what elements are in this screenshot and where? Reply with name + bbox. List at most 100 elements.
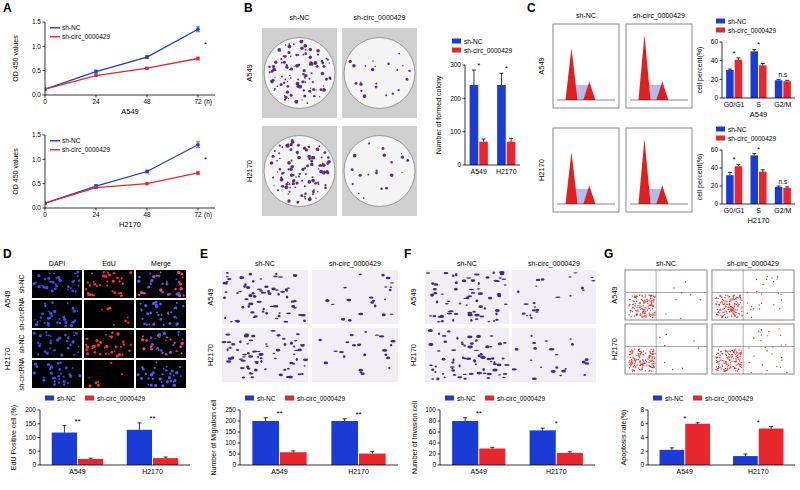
event (638, 359, 639, 360)
event (640, 363, 641, 364)
nucleus (87, 292, 90, 295)
colony (304, 192, 306, 194)
event (650, 353, 651, 354)
event (736, 356, 737, 357)
event (768, 331, 769, 332)
colony (278, 152, 280, 154)
event (728, 365, 729, 366)
event (650, 295, 651, 296)
nucleus (34, 363, 37, 366)
nucleus (54, 380, 56, 382)
colony (304, 74, 307, 77)
cell (280, 291, 285, 293)
error-bar (777, 186, 781, 188)
colony (303, 44, 307, 48)
nucleus (156, 275, 158, 277)
event (721, 353, 722, 354)
event (735, 358, 736, 359)
event (654, 296, 655, 297)
cell (331, 304, 335, 305)
nucleus (35, 323, 38, 326)
event (767, 370, 768, 371)
cell (283, 369, 286, 371)
colony (323, 151, 326, 154)
cell (451, 369, 455, 371)
cell (532, 342, 536, 344)
event (628, 314, 629, 315)
event (725, 361, 726, 362)
event (719, 310, 720, 311)
nucleus (51, 373, 53, 375)
cell (248, 294, 252, 297)
event (640, 315, 641, 316)
event (734, 303, 735, 304)
nucleus (88, 384, 91, 387)
colony (290, 174, 293, 177)
cell (479, 316, 484, 318)
event (718, 369, 719, 370)
cell (477, 288, 481, 289)
colony (286, 64, 288, 66)
cell (549, 348, 555, 351)
cell (447, 330, 450, 332)
event (644, 300, 645, 301)
image (222, 328, 308, 382)
event (722, 299, 723, 300)
event (753, 308, 754, 309)
colony (321, 157, 323, 159)
legend-label: sh-NC (57, 395, 76, 402)
colony (300, 46, 304, 50)
column-header: sh-NC (656, 260, 676, 267)
event (732, 356, 733, 357)
nucleus (78, 374, 81, 377)
colony (359, 83, 362, 86)
event (644, 312, 645, 313)
event (718, 368, 719, 369)
colony (299, 40, 303, 44)
event (654, 358, 655, 359)
event (725, 306, 726, 307)
event (653, 305, 654, 306)
x-tick-label: 48 (143, 211, 151, 218)
cell (238, 291, 242, 292)
event (629, 360, 630, 361)
nucleus (114, 351, 116, 353)
colony (287, 81, 288, 82)
cell (504, 304, 508, 305)
event (645, 362, 646, 363)
event (636, 313, 637, 314)
event (778, 328, 779, 329)
cell (275, 273, 277, 275)
nucleus (177, 271, 180, 274)
cell (457, 376, 462, 378)
panel-label: F (404, 247, 411, 261)
bar (735, 166, 743, 204)
colony (290, 55, 292, 57)
x-axis (45, 208, 215, 209)
nucleus (96, 285, 98, 287)
event (735, 361, 736, 362)
cell (498, 342, 502, 345)
nucleus (127, 321, 129, 323)
colony (289, 75, 291, 77)
colony (372, 60, 374, 62)
cell (452, 319, 454, 322)
event (628, 361, 629, 362)
cell (265, 345, 268, 346)
colony (304, 45, 307, 48)
colony (363, 94, 367, 98)
cell (263, 308, 265, 311)
image-panel: sh-NCsh-circ_0000429A549H2170 (206, 260, 398, 382)
cell (523, 303, 528, 305)
nucleus (176, 350, 178, 352)
cell (254, 315, 258, 317)
y-tick (43, 70, 46, 71)
event (740, 352, 741, 353)
event (722, 309, 723, 310)
event (747, 313, 748, 314)
nucleus (158, 275, 161, 278)
event (635, 366, 636, 367)
event (653, 299, 654, 300)
event (641, 299, 642, 300)
event (732, 309, 733, 310)
